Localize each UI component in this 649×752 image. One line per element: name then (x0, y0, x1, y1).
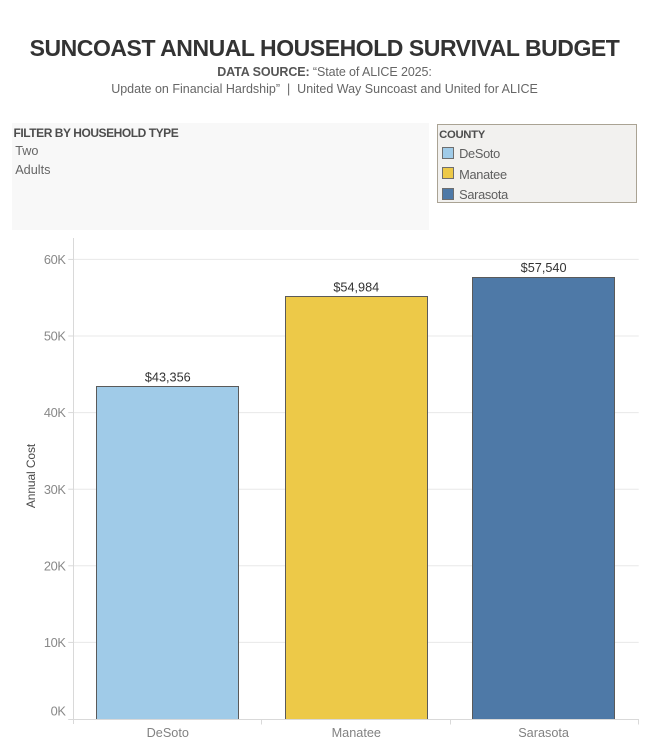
svg-text:Annual Cost: Annual Cost (24, 443, 38, 508)
svg-text:40K: 40K (44, 405, 66, 420)
svg-text:DeSoto: DeSoto (147, 726, 189, 740)
svg-text:50K: 50K (44, 329, 66, 344)
svg-text:$57,540: $57,540 (521, 261, 567, 275)
svg-text:60K: 60K (44, 252, 66, 267)
svg-text:$54,984: $54,984 (333, 280, 379, 294)
svg-text:Sarasota: Sarasota (518, 726, 570, 740)
svg-text:$43,356: $43,356 (145, 371, 191, 385)
svg-text:10K: 10K (44, 635, 66, 650)
svg-text:0K: 0K (51, 704, 67, 719)
svg-text:30K: 30K (44, 482, 66, 497)
svg-text:Manatee: Manatee (332, 726, 381, 740)
svg-text:20K: 20K (44, 558, 66, 573)
